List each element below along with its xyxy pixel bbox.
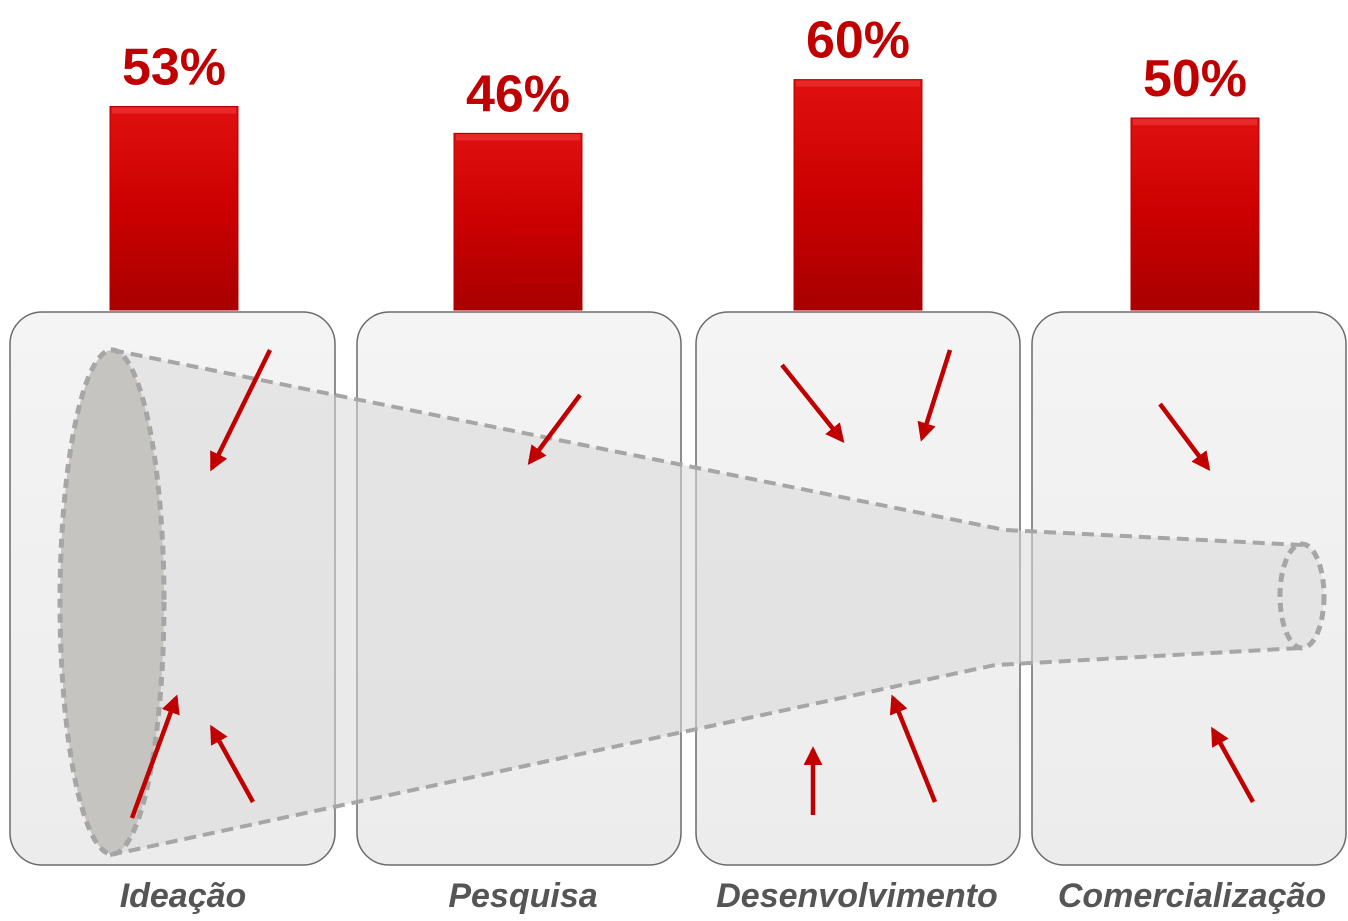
value-labels-layer: 53% 46% 60% 50%	[122, 12, 1247, 124]
category-label-desenvolvimento: Desenvolvimento	[716, 877, 998, 915]
arrow-icon	[780, 363, 845, 443]
arrow-icon	[1211, 726, 1255, 804]
arrow-icon	[210, 724, 255, 804]
bar-highlight	[796, 80, 920, 87]
bar-desenvolvimento	[793, 79, 923, 311]
arrow-icon	[1158, 402, 1211, 472]
value-label-ideacao: 53%	[122, 38, 226, 96]
funnel-top-edge	[111, 348, 1303, 547]
bar-ideacao	[109, 105, 239, 311]
bar-pesquisa	[453, 132, 583, 311]
bars-layer	[109, 79, 1260, 311]
funnel-exit	[1277, 541, 1327, 651]
value-label-pesquisa: 46%	[466, 65, 570, 123]
value-label-desenvolvimento: 60%	[806, 12, 910, 70]
inward-arrows	[129, 349, 1255, 819]
bar-highlight	[456, 134, 580, 141]
innovation-funnel	[57, 347, 1327, 857]
arrow-icon	[209, 349, 273, 472]
bar-highlight	[112, 107, 236, 114]
category-label-comercializacao: Comercialização	[1057, 877, 1327, 915]
arrow-icon	[129, 694, 180, 819]
arrow-icon	[527, 393, 582, 466]
bar-comercializacao	[1130, 117, 1260, 311]
arrow-icon	[917, 349, 953, 442]
funnel-body	[110, 350, 1302, 855]
category-label-pesquisa: Pesquisa	[448, 877, 598, 915]
bar-highlight	[1133, 119, 1257, 125]
funnel-bottom-edge	[109, 646, 1301, 857]
value-label-comercializacao: 50%	[1143, 50, 1247, 108]
category-label-ideacao: Ideação	[119, 877, 247, 915]
arrow-icon	[889, 694, 938, 803]
